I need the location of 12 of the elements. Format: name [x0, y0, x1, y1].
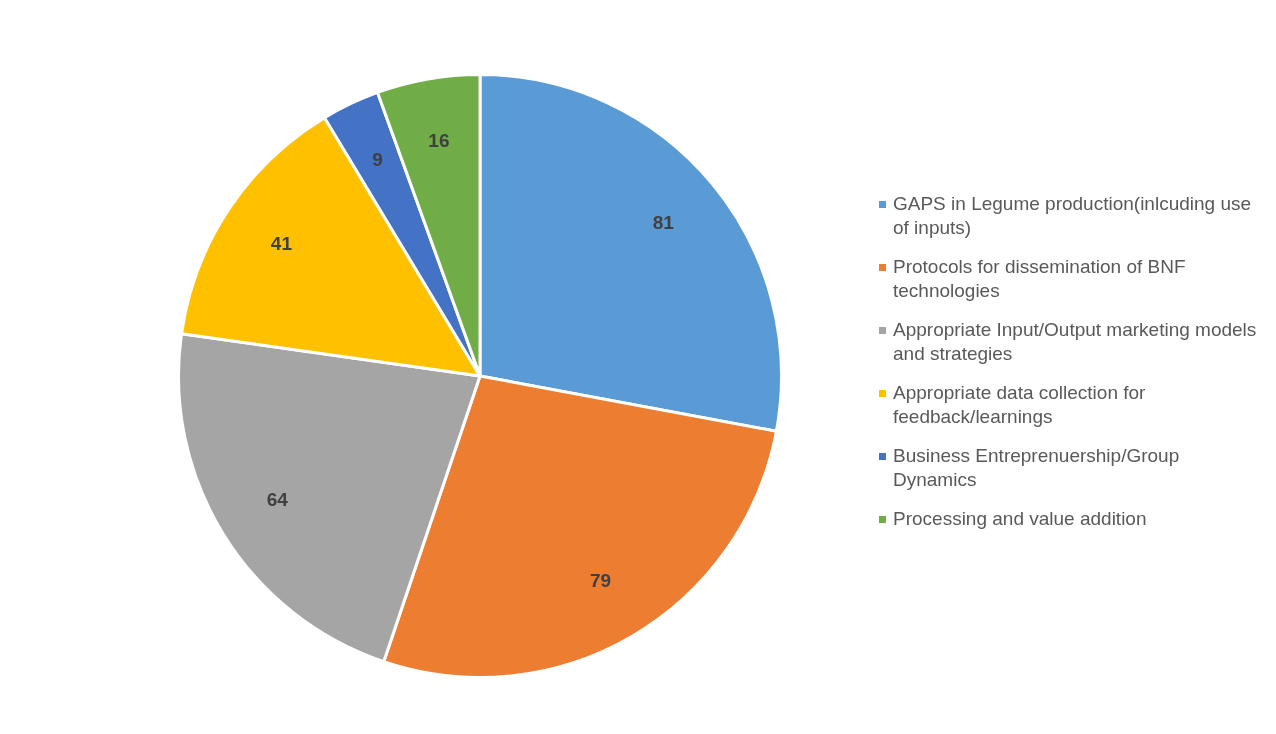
legend-label: Protocols for dissemination of BNF technologies	[893, 256, 1186, 301]
legend-label: Appropriate Input/Output marketing models and strategies	[893, 319, 1257, 364]
legend-label: GAPS in Legume production(inlcuding use of inputs)	[893, 193, 1252, 238]
data-label: 64	[266, 489, 289, 511]
data-label: 81	[652, 212, 675, 234]
data-label: 79	[590, 569, 612, 591]
data-label: 16	[428, 129, 450, 151]
legend-label: Processing and value addition	[893, 508, 1147, 529]
data-label: 41	[270, 232, 293, 254]
data-label: 9	[372, 149, 383, 171]
legend-label: Business Entreprenuership/Group Dynamics	[893, 445, 1180, 490]
legend-label: Appropriate data collection for feedback/learnings	[893, 382, 1146, 427]
